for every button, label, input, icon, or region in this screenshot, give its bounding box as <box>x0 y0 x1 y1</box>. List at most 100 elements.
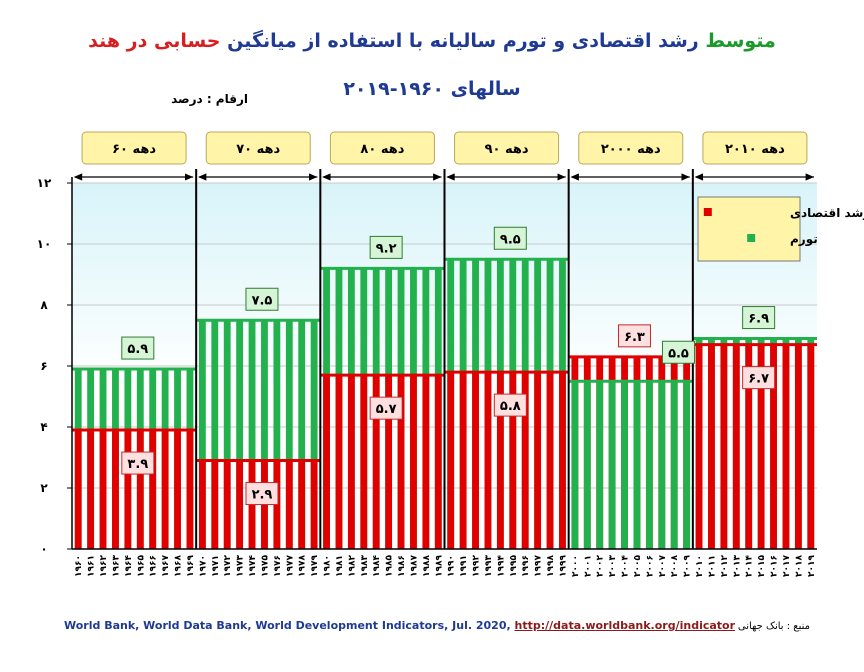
units-label: ارقام : درصد <box>171 92 248 106</box>
inflation-bar <box>298 320 306 549</box>
decade-header-box <box>205 131 311 165</box>
inflation-bar <box>583 381 591 549</box>
growth-value-label-box <box>742 366 776 390</box>
decade-header-label: دهه ۹۰ <box>485 142 529 157</box>
x-tick-label: ۱۹۸۸ <box>422 555 432 577</box>
growth-bar <box>559 372 566 549</box>
x-tick-label: ۱۹۹۰ <box>447 555 457 577</box>
growth-bar <box>720 344 728 549</box>
growth-bar <box>546 372 554 549</box>
inflation-value-label-box <box>245 287 279 311</box>
x-tick-label: ۲۰۰۵ <box>633 555 643 577</box>
growth-bar <box>149 430 157 549</box>
growth-bar <box>695 344 703 549</box>
x-tick-label: ۲۰۰۷ <box>658 555 668 577</box>
legend-label: رشد اقتصادی <box>790 206 864 220</box>
x-tick-label: ۱۹۷۵ <box>260 555 270 577</box>
x-tick-label: ۲۰۰۶ <box>645 555 655 577</box>
x-tick-label: ۲۰۰۳ <box>608 555 618 577</box>
x-tick-label: ۲۰۱۰ <box>695 555 705 577</box>
growth-bar <box>472 372 479 549</box>
x-tick-label: ۱۹۶۲ <box>99 555 109 577</box>
x-tick-label: ۱۹۷۴ <box>248 555 258 577</box>
inflation-bar <box>608 381 616 549</box>
chart-title-line-2: سالهای ۱۹۶۰-۲۰۱۹ <box>343 78 521 100</box>
x-tick-label: ۱۹۹۳ <box>484 555 494 577</box>
growth-value-label-text: ۶.۷ <box>748 372 769 387</box>
title-part-average: متوسط <box>705 30 776 52</box>
source-link[interactable]: http://data.worldbank.org/indicator <box>514 619 736 632</box>
x-tick-label: ۱۹۶۶ <box>149 555 159 577</box>
growth-bar <box>372 375 380 549</box>
growth-bar <box>459 372 467 549</box>
decade-header-label: دهه ۸۰ <box>360 142 404 157</box>
x-tick-label: ۱۹۸۷ <box>409 555 419 577</box>
x-tick-label: ۲۰۰۰ <box>571 555 581 577</box>
legend-swatch <box>703 208 712 216</box>
growth-value-label-box <box>369 396 403 420</box>
inflation-bar <box>645 381 653 549</box>
x-tick-label: ۱۹۷۲ <box>223 555 233 577</box>
inflation-value-label-text: ۵.۵ <box>668 346 689 361</box>
x-tick-label: ۱۹۹۲ <box>472 555 482 577</box>
growth-bar <box>745 344 753 549</box>
y-tick-label: ۶ <box>40 359 47 373</box>
growth-bar <box>422 375 430 549</box>
growth-bar <box>534 372 542 549</box>
x-tick-label: ۱۹۸۳ <box>360 555 370 577</box>
x-tick-label: ۱۹۹۵ <box>509 555 519 577</box>
growth-bar <box>87 430 95 549</box>
growth-bar <box>112 430 119 549</box>
growth-bar <box>410 375 417 549</box>
growth-value-label-text: ۵.۷ <box>376 402 397 417</box>
inflation-bar <box>310 320 318 549</box>
legend-box <box>697 196 801 262</box>
x-tick-label: ۱۹۶۰ <box>74 555 84 577</box>
growth-bar <box>708 344 715 549</box>
inflation-bar <box>211 320 219 549</box>
x-tick-label: ۲۰۱۹ <box>807 555 817 577</box>
y-tick-label: ۸ <box>40 298 48 312</box>
y-tick-label: ۱۰ <box>37 237 52 251</box>
x-tick-label: ۱۹۸۰ <box>323 555 333 577</box>
inflation-value-label-text: ۹.۲ <box>376 241 397 256</box>
x-tick-label: ۲۰۱۷ <box>782 555 792 577</box>
inflation-bar <box>273 320 281 549</box>
x-tick-label: ۲۰۱۴ <box>745 555 755 577</box>
inflation-bar <box>571 381 579 549</box>
chart-title-line-1: متوسط رشد اقتصادی و تورم سالیانه با استف… <box>0 30 864 52</box>
growth-value-label-box <box>493 393 527 417</box>
decade-header-box <box>454 131 560 165</box>
x-tick-label: ۱۹۶۹ <box>186 555 196 577</box>
growth-bar <box>521 372 529 549</box>
decade-header-box <box>578 131 684 165</box>
x-tick-label: ۱۹۷۹ <box>310 555 320 577</box>
x-tick-label: ۲۰۰۲ <box>596 555 606 577</box>
decade-header-box <box>702 131 808 165</box>
x-tick-label: ۱۹۶۳ <box>111 555 121 577</box>
x-tick-label: ۱۹۸۲ <box>347 555 357 577</box>
growth-value-label-box <box>121 451 155 475</box>
growth-bar <box>285 460 293 549</box>
inflation-value-label-box <box>493 226 527 250</box>
x-tick-label: ۱۹۷۱ <box>211 555 221 577</box>
x-tick-label: ۱۹۶۷ <box>161 555 171 577</box>
x-tick-label: ۱۹۸۱ <box>335 555 345 577</box>
inflation-bar <box>621 381 628 549</box>
growth-bar <box>198 460 206 549</box>
inflation-value-label-box <box>121 336 155 360</box>
x-tick-label: ۲۰۰۱ <box>583 555 593 577</box>
growth-bar <box>211 460 219 549</box>
x-tick-label: ۱۹۸۴ <box>372 555 382 577</box>
growth-value-label-text: ۶.۳ <box>624 330 645 345</box>
x-tick-label: ۲۰۱۸ <box>794 555 804 577</box>
growth-bar <box>310 460 318 549</box>
x-tick-label: ۱۹۷۷ <box>285 555 295 577</box>
growth-value-label-text: ۲.۹ <box>252 488 273 503</box>
growth-bar <box>223 460 231 549</box>
x-tick-label: ۱۹۸۶ <box>397 555 407 577</box>
growth-bar <box>161 430 169 549</box>
growth-value-label-text: ۵.۸ <box>500 399 521 414</box>
x-tick-label: ۱۹۶۴ <box>124 555 134 577</box>
